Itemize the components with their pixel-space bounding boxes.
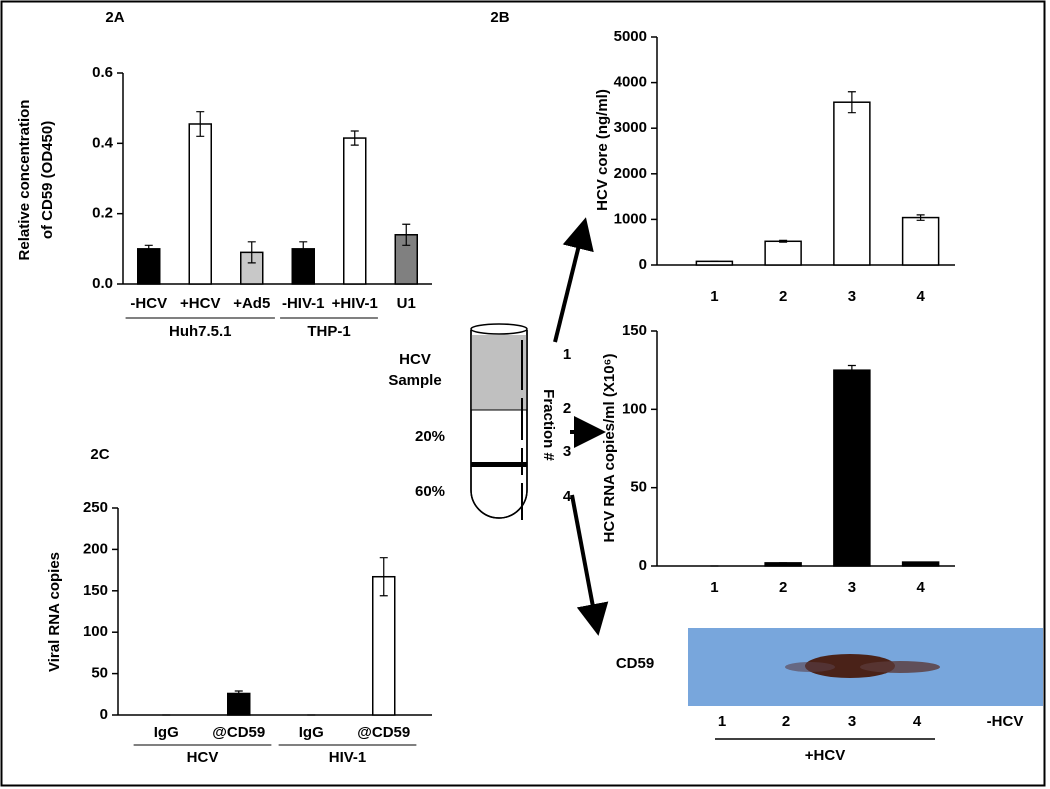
sample-label: Sample [388, 372, 441, 389]
y-tick-label: 200 [83, 540, 108, 557]
y-tick-label: 150 [622, 322, 647, 339]
y-tick-label: 3000 [614, 119, 647, 136]
x-tick-label: -HCV [130, 295, 167, 312]
tube [470, 323, 528, 520]
y-axis-label: Viral RNA copies [46, 552, 63, 672]
error-bar [196, 111, 205, 137]
bar [833, 369, 871, 567]
x-tick-label: @CD59 [212, 724, 265, 741]
group-label: Huh7.5.1 [169, 323, 232, 340]
x-tick-label: +Ad5 [233, 295, 270, 312]
x-tick-label: 3 [848, 288, 856, 305]
y-tick-label: 150 [83, 582, 108, 599]
x-tick-label: 1 [710, 579, 718, 596]
fraction-label: 2 [563, 400, 571, 417]
western-blot [688, 628, 1043, 706]
x-tick-label: +HIV-1 [332, 295, 378, 312]
fraction-label: 4 [563, 488, 572, 505]
y-tick-label: 100 [622, 400, 647, 417]
x-tick-label: @CD59 [357, 724, 410, 741]
bar [343, 137, 367, 285]
x-tick-label: IgG [299, 724, 324, 741]
y-tick-label: 0 [100, 706, 108, 723]
arrow [570, 494, 609, 636]
y-tick-label: 250 [83, 499, 108, 516]
y-tick-label: 0.0 [92, 275, 113, 292]
panel-label: 2C [90, 446, 109, 463]
error-bar [916, 214, 925, 221]
x-tick-label: 4 [916, 579, 925, 596]
fraction-label: 1 [563, 346, 571, 363]
fraction-title: Fraction # [540, 389, 557, 461]
group-label: HIV-1 [329, 749, 367, 766]
x-tick-label: 1 [710, 288, 718, 305]
x-tick-label: +HCV [180, 295, 220, 312]
y-tick-label: 1000 [614, 210, 647, 227]
blot-label: CD59 [616, 655, 654, 672]
bar [764, 240, 802, 266]
error-bar [144, 244, 153, 253]
y-tick-label: 5000 [614, 28, 647, 45]
y-tick-label: 0.4 [92, 134, 114, 151]
y-axis-label: HCV core (ng/ml) [594, 89, 611, 211]
bar [188, 123, 212, 285]
group-label: HCV [187, 749, 219, 766]
group-label: +HCV [805, 747, 845, 764]
y-tick-label: 100 [83, 623, 108, 640]
x-tick-label: 2 [779, 579, 787, 596]
panel-label: 2B [490, 9, 509, 26]
error-bar [350, 130, 359, 146]
error-bar [847, 91, 856, 114]
error-bar [247, 241, 256, 264]
x-tick-label: 4 [916, 288, 925, 305]
x-tick-label: 3 [848, 579, 856, 596]
error-bar [402, 223, 411, 246]
y-tick-label: 50 [91, 665, 108, 682]
x-tick-label: U1 [397, 295, 416, 312]
y-axis-label: Relative concentration [16, 100, 33, 261]
bar [833, 101, 871, 266]
y-axis-label: HCV RNA copies/ml (X10⁶) [601, 354, 618, 543]
gradient-label: 60% [415, 483, 445, 500]
sample-label: HCV [399, 351, 431, 368]
error-bar [299, 241, 308, 257]
panel-label: 2A [105, 9, 124, 26]
y-axis-label: of CD59 (OD450) [39, 121, 56, 239]
lane-label: -HCV [987, 713, 1024, 730]
error-bar [379, 557, 388, 597]
lane-label: 1 [718, 713, 726, 730]
bar [901, 216, 940, 266]
y-tick-label: 2000 [614, 165, 647, 182]
y-tick-label: 0.6 [92, 64, 113, 81]
lane-label: 4 [913, 713, 922, 730]
lane-label: 3 [848, 713, 856, 730]
y-tick-label: 50 [630, 479, 647, 496]
error-bar [234, 690, 243, 697]
x-tick-label: 2 [779, 288, 787, 305]
group-label: THP-1 [307, 323, 350, 340]
bar [137, 248, 161, 285]
gradient-label: 20% [415, 428, 445, 445]
y-tick-label: 4000 [614, 74, 647, 91]
x-tick-label: -HIV-1 [282, 295, 325, 312]
y-tick-label: 0.2 [92, 205, 113, 222]
y-tick-label: 0 [639, 557, 647, 574]
bar [227, 692, 251, 716]
y-tick-label: 0 [639, 256, 647, 273]
error-bar [779, 239, 788, 243]
bar [372, 575, 396, 716]
error-bar [847, 364, 856, 376]
x-tick-label: IgG [154, 724, 179, 741]
fraction-label: 3 [563, 443, 571, 460]
lane-label: 2 [782, 713, 790, 730]
arrow [553, 217, 594, 343]
